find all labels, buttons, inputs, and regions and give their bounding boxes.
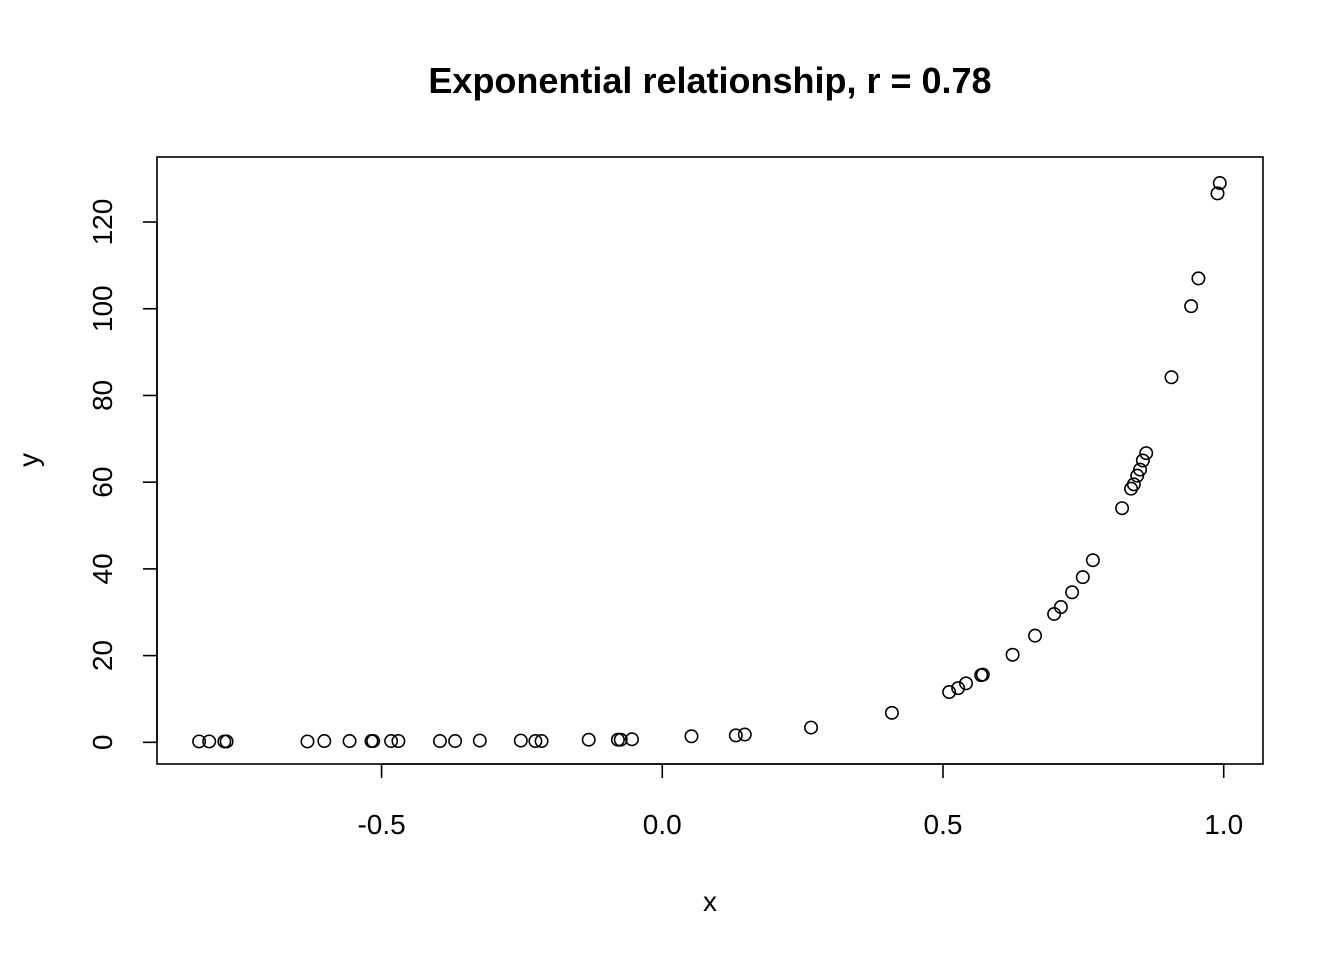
data-point xyxy=(942,685,957,700)
data-point xyxy=(384,734,399,749)
data-point xyxy=(528,734,543,749)
data-point xyxy=(884,705,899,720)
data-point xyxy=(192,734,207,749)
data-point xyxy=(1053,600,1068,615)
data-point xyxy=(1115,501,1130,516)
x-tick-label: 0.5 xyxy=(924,809,963,840)
y-tick-label: 40 xyxy=(87,553,118,584)
data-point xyxy=(737,727,752,742)
data-point xyxy=(391,734,406,749)
data-point xyxy=(1005,647,1020,662)
plot-frame xyxy=(156,156,1264,765)
data-point xyxy=(975,667,990,682)
data-point xyxy=(684,729,699,744)
data-point xyxy=(624,732,639,747)
y-tick-label: 60 xyxy=(87,467,118,498)
data-point xyxy=(513,733,528,748)
data-point xyxy=(366,734,381,749)
data-point xyxy=(959,676,974,691)
chart-title: Exponential relationship, r = 0.78 xyxy=(428,60,991,101)
x-tick-label: 0.0 xyxy=(643,809,682,840)
data-point xyxy=(1164,370,1179,385)
data-point xyxy=(1191,271,1206,286)
y-tick-label: 100 xyxy=(87,285,118,332)
data-point xyxy=(300,734,315,749)
data-point xyxy=(1184,299,1199,314)
data-point xyxy=(1085,553,1100,568)
data-point xyxy=(1028,628,1043,643)
data-point xyxy=(1135,453,1150,468)
data-point xyxy=(1212,176,1227,191)
data-point xyxy=(534,734,549,749)
data-point xyxy=(1124,481,1139,496)
data-point xyxy=(581,732,596,747)
data-point xyxy=(610,732,625,747)
x-tick-label: 1.0 xyxy=(1204,809,1243,840)
data-point xyxy=(1065,585,1080,600)
data-point xyxy=(804,720,819,735)
data-point xyxy=(317,734,332,749)
y-tick-label: 120 xyxy=(87,199,118,246)
y-tick-label: 0 xyxy=(87,735,118,751)
y-tick-label: 20 xyxy=(87,640,118,671)
data-point xyxy=(1047,606,1062,621)
data-point xyxy=(1210,186,1225,201)
data-point xyxy=(448,734,463,749)
y-axis: 0 20 40 60 80 100 120 xyxy=(87,199,158,751)
data-points xyxy=(192,176,1227,749)
data-point xyxy=(728,728,743,743)
x-axis-label: x xyxy=(703,886,717,917)
data-point xyxy=(1075,570,1090,585)
y-tick-label: 80 xyxy=(87,380,118,411)
data-point xyxy=(1139,446,1154,461)
data-point xyxy=(472,733,487,748)
data-point xyxy=(613,732,628,747)
data-point xyxy=(432,734,447,749)
data-point xyxy=(202,734,217,749)
y-axis-label: y xyxy=(13,453,44,467)
x-axis: -0.5 0.0 0.5 1.0 xyxy=(357,763,1243,840)
data-point xyxy=(342,734,357,749)
data-point xyxy=(1133,462,1148,477)
data-point xyxy=(219,734,234,749)
data-point xyxy=(951,681,966,696)
x-tick-label: -0.5 xyxy=(357,809,405,840)
data-point xyxy=(1126,477,1141,492)
